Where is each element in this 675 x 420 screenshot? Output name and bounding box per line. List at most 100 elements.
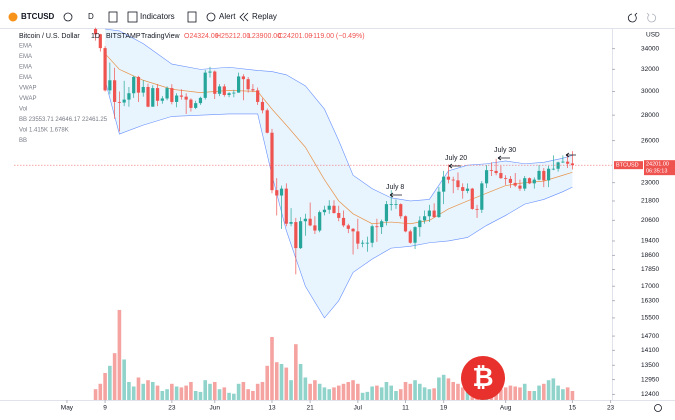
volume-bar — [284, 367, 289, 400]
volume-bar — [446, 378, 451, 400]
y-tick-label: 28000 — [641, 112, 659, 119]
undo-button[interactable] — [627, 12, 638, 23]
candle-body — [484, 170, 489, 184]
candle-body — [389, 204, 393, 205]
volume-bar — [208, 383, 212, 400]
candle-body — [542, 170, 546, 181]
candle-body — [532, 179, 536, 184]
candle-body — [384, 204, 389, 222]
candle-body — [108, 80, 112, 91]
replay-icon — [239, 12, 249, 22]
settings-button[interactable] — [654, 404, 662, 412]
candle-body — [151, 88, 155, 107]
volume-bar — [570, 390, 575, 400]
y-tick-label: 17850 — [641, 266, 659, 273]
volume-bar — [270, 336, 274, 400]
y-tick-label: 20600 — [641, 217, 659, 224]
volume-bar — [265, 365, 270, 400]
candle-body — [113, 80, 117, 102]
volume-bar — [136, 377, 141, 400]
annotation-arrow — [389, 192, 402, 198]
chart-type-button[interactable] — [108, 11, 118, 23]
y-tick-label: 19400 — [641, 238, 659, 245]
templates-button[interactable] — [187, 11, 197, 23]
symbol-icon — [8, 12, 18, 22]
candle-body — [217, 86, 222, 94]
volume-bar — [246, 389, 250, 400]
alert-button[interactable]: Alert — [219, 12, 236, 21]
volume-bar — [465, 389, 470, 400]
volume-bar — [112, 353, 117, 400]
candle-body — [465, 188, 470, 191]
interval[interactable]: D — [88, 12, 94, 21]
volume-bar — [508, 385, 513, 400]
volume-bar — [432, 388, 436, 400]
legend-interval: 1D — [91, 33, 100, 40]
candle-body — [284, 188, 288, 224]
redo-button[interactable] — [646, 12, 657, 23]
indicator-label: BB — [19, 138, 27, 144]
volume-bar — [155, 385, 160, 400]
x-tick-label: May — [61, 405, 74, 412]
volume-bar — [551, 378, 556, 400]
candle-body — [489, 170, 493, 171]
compare-button[interactable] — [63, 12, 73, 22]
y-tick-label: 16300 — [641, 297, 659, 304]
watermark-glyph: ₿ — [472, 362, 493, 392]
candle-body — [246, 79, 250, 90]
symbol-tag — [614, 161, 643, 170]
candle-body — [165, 88, 169, 99]
candle-body — [275, 190, 279, 196]
x-tick-label: Jun — [210, 405, 221, 412]
x-tick-label: 21 — [307, 405, 315, 412]
volume-bar — [222, 387, 227, 400]
volume-bar — [93, 389, 98, 400]
ohlc-low: L23900.00 — [248, 33, 281, 40]
annotation: July 8 — [386, 184, 404, 191]
y-tick-label: 23000 — [641, 179, 659, 186]
candle-body — [155, 88, 160, 101]
volume-bar — [532, 390, 537, 400]
volume-bar — [451, 381, 456, 400]
candle-body — [508, 178, 513, 183]
x-tick-label: 11 — [402, 405, 409, 412]
volume-bar — [198, 391, 203, 400]
volume-bar — [370, 386, 374, 400]
instrument-name: Bitcoin / U.S. Dollar — [19, 33, 80, 40]
exchange: BITSTAMP — [106, 33, 141, 40]
volume-bar — [336, 385, 341, 400]
volume-bar — [360, 392, 365, 400]
volume-bar — [232, 393, 236, 400]
indicators-button[interactable]: Indicators — [140, 12, 175, 21]
volume-bar — [408, 383, 413, 400]
candle-body — [146, 86, 150, 107]
candle-body — [561, 161, 565, 163]
volume-bar — [227, 392, 231, 400]
volume-bar — [184, 385, 188, 400]
volume-bar — [103, 372, 107, 400]
y-tick-label: 34000 — [641, 45, 659, 52]
x-tick-label: 23 — [607, 405, 615, 412]
volume-bar — [365, 391, 370, 400]
x-tick-label: 23 — [168, 405, 176, 412]
ohlc-close: C24201.00 — [278, 33, 312, 40]
candle-body — [256, 90, 260, 102]
annotation-arrow — [448, 163, 461, 169]
symbol[interactable]: BTCUSD — [21, 12, 55, 21]
candle-body — [427, 210, 431, 217]
y-tick-label: 17000 — [641, 283, 659, 290]
candle-body — [294, 222, 298, 249]
volume-bar — [289, 380, 293, 400]
volume-bar — [527, 390, 532, 400]
candle-body — [365, 242, 369, 244]
replay-button[interactable]: Replay — [252, 12, 277, 21]
volume-bar — [127, 381, 131, 400]
volume-bar — [160, 390, 165, 400]
band-middle — [104, 53, 573, 225]
ohlc-high: H25212.00 — [216, 33, 250, 40]
volume-bar — [460, 387, 465, 400]
candle-body — [313, 225, 317, 231]
annotation-arrow — [497, 155, 510, 161]
band-lower — [104, 80, 573, 319]
